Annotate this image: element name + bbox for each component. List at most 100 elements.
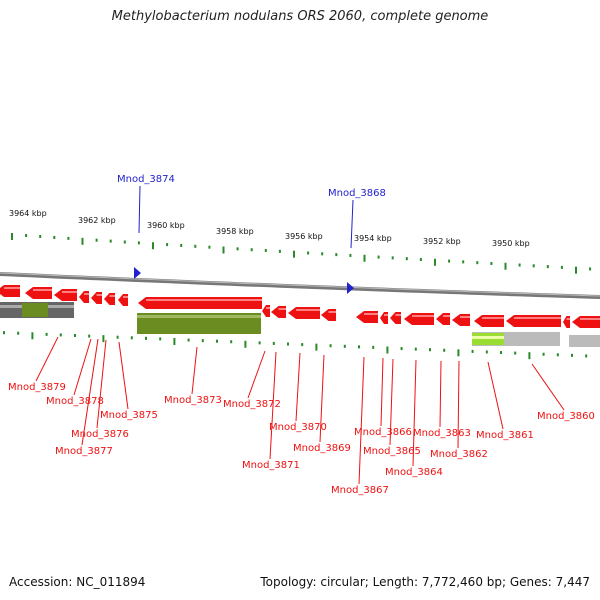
gene-leader-line [487, 361, 504, 430]
highlight-leader-line [138, 185, 141, 234]
gene-leader-line [412, 359, 417, 467]
gene-arrow [356, 311, 378, 323]
gene-arrow-shine [84, 293, 89, 295]
scale-ticks-bottom [3, 331, 588, 360]
gene-arrow-shine [482, 317, 504, 319]
scale-label: 3950 kbp [492, 239, 530, 248]
gene-arrow [25, 287, 52, 299]
genome-backbone [0, 272, 600, 299]
gene-arrow [262, 305, 270, 317]
gene-leader-line [73, 338, 92, 396]
gene-arrow [506, 315, 561, 327]
gene-arrow [104, 293, 115, 305]
gene-arrow-shine [96, 294, 102, 296]
genome-backbone-highlight [0, 272, 600, 297]
gene-arrow-shine [62, 291, 77, 293]
feature-bar-lime-shine [472, 336, 504, 339]
gene-arrow [118, 294, 128, 306]
scale-label: 3956 kbp [285, 232, 323, 241]
gene-arrow [288, 307, 320, 319]
gene-arrow-shine [266, 307, 270, 309]
gene-label: Mnod_3864 [385, 467, 443, 478]
gene-arrow [54, 289, 77, 301]
highlighted-gene-label: Mnod_3868 [328, 188, 386, 199]
gene-leader-line [295, 352, 301, 422]
accession-text: Accession: NC_011894 [9, 575, 146, 589]
gene-leader-line [191, 346, 198, 395]
gene-arrow [436, 313, 450, 325]
highlight-leader-line [350, 199, 354, 249]
gene-label: Mnod_3866 [354, 427, 412, 438]
gene-label: Mnod_3870 [269, 422, 327, 433]
gene-arrow-shine [146, 299, 262, 301]
highlight-marker [134, 267, 141, 279]
scale-label: 3960 kbp [147, 221, 185, 230]
scale-label: 3954 kbp [354, 234, 392, 243]
gene-arrow-shine [412, 315, 434, 317]
gene-arrow-shine [296, 309, 320, 311]
gene-arrow [321, 309, 336, 321]
gene-label: Mnod_3878 [46, 396, 104, 407]
gene-arrow-shine [580, 318, 600, 320]
gene-label: Mnod_3877 [55, 446, 113, 457]
highlighted-genes: Mnod_3874 Mnod_3868 [117, 174, 386, 294]
gene-arrow [474, 315, 504, 327]
gene-arrow-shine [460, 316, 470, 318]
gene-arrow [91, 292, 102, 304]
gene-label: Mnod_3879 [8, 382, 66, 393]
gene-leader-line [81, 338, 99, 446]
scale-labels: 3964 kbp 3962 kbp 3960 kbp 3958 kbp 3956 kbp… [9, 209, 530, 248]
gene-label: Mnod_3865 [363, 446, 421, 457]
feature-bar-olive-shine [137, 315, 261, 318]
gene-leader-line [319, 354, 325, 443]
gene-arrow-shine [278, 308, 286, 310]
gene-leader-line [389, 358, 394, 446]
gene-arrow [138, 297, 262, 309]
scale-label: 3952 kbp [423, 237, 461, 246]
highlighted-gene-label: Mnod_3874 [117, 174, 175, 185]
gene-arrow [79, 291, 89, 303]
gene-arrow-shine [33, 289, 52, 291]
gene-leader-line [531, 363, 565, 411]
gene-leader-line [269, 351, 277, 460]
gene-arrow [380, 312, 388, 324]
gene-arrow-shine [364, 313, 378, 315]
feature-bar-grey-right [569, 335, 600, 347]
scale-label: 3958 kbp [216, 227, 254, 236]
gene-label: Mnod_3860 [537, 411, 595, 422]
scale-label: 3964 kbp [9, 209, 47, 218]
gene-arrow-shine [123, 296, 128, 298]
gene-arrows [0, 285, 600, 328]
gene-arrow-shine [566, 318, 570, 320]
gene-arrow [563, 316, 570, 328]
genome-summary: Topology: circular; Length: 7,772,460 bp… [260, 575, 590, 589]
gene-labels: Mnod_3879 Mnod_3878 Mnod_3876 Mnod_3877 Mnod… [8, 336, 595, 496]
gene-arrow-shine [514, 317, 561, 319]
scale-label: 3962 kbp [78, 216, 116, 225]
gene-arrow-shine [395, 314, 401, 316]
gene-arrow [452, 314, 470, 326]
gene-label: Mnod_3873 [164, 395, 222, 406]
gene-label: Mnod_3862 [430, 449, 488, 460]
gene-leader-line [358, 356, 365, 485]
gene-leader-line [35, 336, 59, 382]
diagram-title: Methylobacterium nodulans ORS 2060, comp… [111, 9, 489, 24]
gene-arrow [404, 313, 434, 325]
gene-label: Mnod_3867 [331, 485, 389, 496]
gene-arrow-shine [384, 314, 388, 316]
feature-bar-olive-small [22, 303, 48, 317]
gene-label: Mnod_3861 [476, 430, 534, 441]
gene-arrow [271, 306, 286, 318]
feature-bar-olive [137, 313, 261, 334]
gene-leader-line [439, 360, 442, 428]
feature-tracks [0, 272, 600, 347]
gene-label: Mnod_3872 [223, 399, 281, 410]
gene-leader-line [247, 350, 266, 399]
gene-arrow-shine [4, 287, 20, 289]
gene-leader-line [118, 341, 129, 410]
gene-label: Mnod_3871 [242, 460, 300, 471]
gene-arrow-shine [443, 315, 450, 317]
gene-arrow [572, 316, 600, 328]
gene-arrow-shine [328, 311, 336, 313]
